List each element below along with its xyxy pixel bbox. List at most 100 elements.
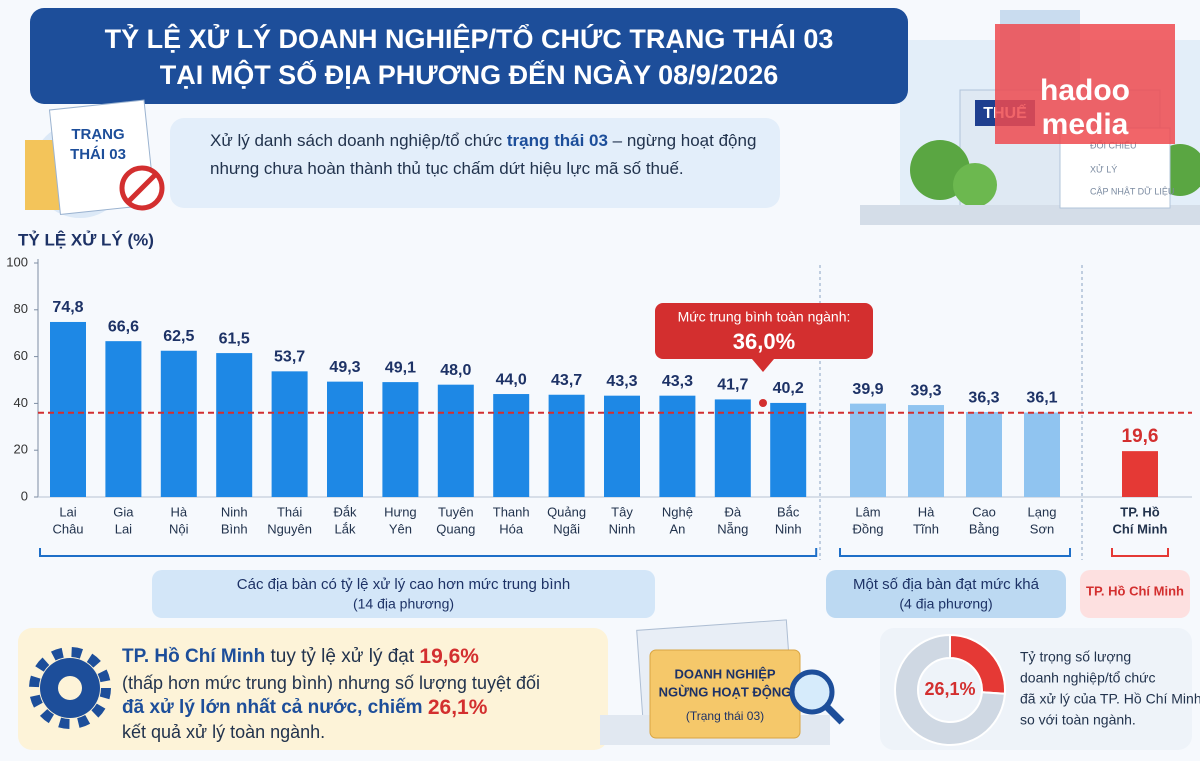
value-label: 43,7 — [551, 372, 582, 389]
x-tick-label: Yên — [389, 521, 412, 536]
intro-text: Xử lý danh sách doanh nghiệp/tổ chức trạ… — [210, 131, 756, 150]
pie-caption: Tỷ trọng số lượng — [1020, 649, 1131, 665]
x-tick-label: Lắk — [335, 521, 356, 536]
x-tick-label: Bắc — [777, 504, 800, 519]
checklist-item: ĐỐI CHIẾU — [1090, 139, 1137, 150]
plot: TỶ LỆ XỬ LÝ (%) 0 20 40 60 80 100 74,8 Lai Châu 66… — [6, 230, 1200, 746]
checklist-item: CẬP NHẬT DỮ LIỆU — [1090, 186, 1174, 196]
group-box — [826, 570, 1066, 618]
group-bracket — [39, 548, 818, 557]
title: TẠI MỘT SỐ ĐỊA PHƯƠNG ĐẾN NGÀY 08/9/2026 — [160, 58, 779, 90]
value-label: 44,0 — [496, 371, 527, 388]
callout-text: kết quả xử lý toàn ngành. — [122, 722, 325, 742]
badge-text: THÁI 03 — [70, 146, 126, 163]
intro-box — [170, 118, 780, 208]
bar — [604, 395, 640, 497]
value-label: 36,1 — [1026, 390, 1057, 407]
callout-strong: đã xử lý lớn nhất cả nước, chiếm — [122, 697, 428, 718]
group-box — [152, 570, 655, 618]
callout-text: tuy tỷ lệ xử lý đạt — [265, 646, 419, 667]
bar — [382, 382, 419, 497]
x-tick-label: Lai — [115, 521, 132, 536]
pie-caption: đã xử lý của TP. Hồ Chí Minh — [1020, 691, 1200, 707]
y-axis-label: TỶ LỆ XỬ LÝ (%) — [18, 230, 154, 249]
bar — [493, 394, 530, 497]
x-tick-label: Bằng — [969, 521, 999, 536]
gear-icon — [29, 647, 111, 729]
x-tick-label: Gia — [113, 504, 134, 519]
bar — [714, 399, 751, 497]
group-note: (4 địa phương) — [899, 596, 992, 612]
group-note: (14 địa phương) — [353, 596, 454, 612]
group-label: Một số địa bàn đạt mức khá — [853, 576, 1040, 593]
x-tick-label: Đà — [724, 504, 741, 519]
header-box — [30, 8, 908, 104]
badge-illustration: TRẠNG THÁI 03 — [25, 99, 165, 218]
group-label: TP. Hồ Chí Minh — [1086, 583, 1184, 598]
callout-text: (thấp hơn mức trung bình) nhưng số lượng… — [122, 673, 540, 693]
x-tick-label: Hưng — [384, 504, 417, 519]
callout-strong: TP. Hồ Chí Minh — [122, 646, 265, 667]
value-label: 36,3 — [968, 389, 999, 406]
x-tick-label: Sơn — [1030, 521, 1054, 536]
value-label: 43,3 — [662, 373, 693, 390]
intro-highlight: trạng thái 03 — [507, 131, 608, 150]
folder-text: NGỪNG HOẠT ĐỘNG — [659, 684, 792, 699]
callout-text: đã xử lý lớn nhất cả nước, chiếm 26,1% — [122, 696, 488, 719]
value-label: 41,7 — [717, 377, 748, 394]
average-value: 36,0% — [733, 329, 795, 354]
x-tick-label: Tuyên — [438, 504, 474, 519]
pie-caption: doanh nghiệp/tổ chức — [1020, 670, 1155, 686]
bar — [850, 403, 886, 497]
value-label: 39,9 — [852, 381, 883, 398]
x-tick-label: Quảng — [547, 504, 586, 519]
x-tick-label: Quang — [436, 521, 475, 536]
checklist-item: XỬ LÝ — [1090, 163, 1117, 174]
average-callout — [655, 303, 873, 359]
value-label: 49,1 — [385, 359, 416, 376]
value-label: 43,3 — [606, 373, 637, 390]
intro-text: nhưng chưa hoàn thành thủ tục chấm dứt h… — [210, 159, 684, 178]
title: TỶ LỆ XỬ LÝ DOANH NGHIỆP/TỔ CHỨC TRẠNG T… — [105, 22, 834, 54]
x-tick-label: Hà — [918, 504, 935, 519]
x-tick-label: Thanh — [493, 504, 530, 519]
callout-text: kết quả xử lý toàn ngành. — [122, 722, 325, 742]
y-tick-label: 80 — [14, 301, 28, 316]
pie-caption: so với toàn ngành. — [1020, 712, 1136, 728]
group-label: Các địa bàn có tỷ lệ xử lý cao hơn mức t… — [237, 576, 570, 593]
value-label: 53,7 — [274, 349, 305, 366]
x-tick-label: Tĩnh — [913, 521, 939, 536]
y-tick-label: 0 — [21, 488, 28, 503]
logo: media — [1042, 108, 1129, 141]
x-tick-label: An — [669, 521, 685, 536]
x-tick-label: Nẵng — [717, 521, 748, 536]
x-tick-label: Hóa — [499, 521, 524, 536]
average-label: Mức trung bình toàn ngành: — [678, 309, 851, 325]
x-tick-label: TP. Hồ — [1120, 504, 1160, 519]
x-tick-label: Ngãi — [553, 521, 580, 536]
callout-text: (thấp hơn mức trung bình) nhưng số lượng… — [122, 673, 540, 693]
bar — [659, 395, 696, 497]
pie-slice — [894, 633, 1006, 746]
x-tick-label: Cao — [972, 504, 996, 519]
bar — [548, 394, 585, 497]
group-box — [1080, 570, 1190, 618]
group-bracket — [1111, 548, 1169, 557]
bar — [908, 405, 944, 497]
bar — [160, 350, 197, 497]
x-tick-label: Đồng — [852, 521, 883, 536]
x-tick-label: Đắk — [333, 504, 357, 519]
building-illustration: THUẾ ĐỐI CHIẾU XỬ LÝ CẬP NHẬT DỮ LIỆU ha… — [860, 10, 1200, 225]
average-dot — [759, 399, 767, 407]
x-tick-label: Nghệ — [662, 504, 693, 519]
bar — [50, 321, 86, 497]
x-tick-label: Chí Minh — [1113, 521, 1168, 536]
logo: hadoo — [1040, 74, 1130, 107]
x-tick-label: Châu — [52, 521, 83, 536]
value-label: 48,0 — [440, 362, 471, 379]
badge-text: TRẠNG — [71, 126, 124, 143]
bar — [437, 384, 474, 497]
x-tick-label: Nguyên — [267, 521, 312, 536]
bar — [1122, 451, 1158, 497]
